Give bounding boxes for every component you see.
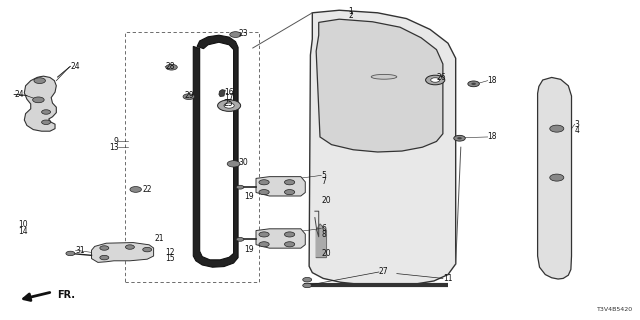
Text: 24: 24 [14,90,24,99]
Text: 5: 5 [321,171,326,180]
Polygon shape [538,77,572,279]
Circle shape [468,81,479,87]
Circle shape [426,75,445,85]
Circle shape [285,232,295,237]
Circle shape [285,189,295,195]
Text: 9: 9 [113,137,118,146]
Circle shape [259,180,269,185]
Circle shape [183,94,195,100]
Circle shape [34,78,45,84]
Text: 18: 18 [488,132,497,141]
Circle shape [143,247,152,252]
Text: 18: 18 [488,76,497,85]
Circle shape [285,242,295,247]
Text: 30: 30 [238,158,248,167]
Circle shape [259,242,269,247]
Text: 25: 25 [224,100,234,108]
Text: 26: 26 [436,73,446,82]
Polygon shape [316,224,326,258]
Text: 14: 14 [18,227,28,236]
Text: T3V4B5420: T3V4B5420 [598,307,634,312]
Text: 27: 27 [379,268,388,276]
Ellipse shape [371,74,397,79]
Circle shape [454,135,465,141]
Text: 28: 28 [165,62,175,71]
Text: 19: 19 [244,192,254,201]
Text: 12: 12 [165,248,175,257]
Polygon shape [256,177,305,196]
Circle shape [550,125,564,132]
Text: 19: 19 [244,245,254,254]
Polygon shape [24,76,56,131]
Text: 21: 21 [155,234,164,243]
Polygon shape [193,35,238,267]
Text: 15: 15 [165,254,175,263]
Circle shape [236,237,244,241]
Polygon shape [309,10,456,285]
Text: 23: 23 [238,29,248,38]
Circle shape [303,277,312,282]
Circle shape [42,110,51,114]
Text: 13: 13 [109,143,118,152]
Circle shape [66,251,75,256]
Polygon shape [256,229,305,248]
Circle shape [550,174,564,181]
Text: 31: 31 [76,246,85,255]
Circle shape [230,32,241,37]
Text: 17: 17 [224,93,234,102]
Circle shape [224,103,234,108]
Text: 20: 20 [321,196,331,205]
Circle shape [100,255,109,260]
Circle shape [166,64,177,70]
Circle shape [227,161,240,167]
Text: 6: 6 [321,224,326,233]
Text: 4: 4 [575,126,580,135]
Circle shape [33,97,44,103]
Bar [125,32,259,282]
Polygon shape [92,243,154,262]
Text: 22: 22 [142,185,152,194]
Circle shape [130,187,141,192]
Text: 10: 10 [18,220,28,229]
Circle shape [303,283,312,288]
Circle shape [285,180,295,185]
Circle shape [471,83,476,85]
Text: 8: 8 [321,230,326,239]
Circle shape [259,189,269,195]
Circle shape [125,245,134,249]
Text: 29: 29 [184,92,194,100]
Circle shape [259,232,269,237]
Polygon shape [316,19,443,152]
Circle shape [218,100,241,111]
Circle shape [236,185,244,189]
Text: 2: 2 [348,11,353,20]
Polygon shape [219,90,225,97]
Circle shape [42,120,51,124]
Circle shape [431,78,440,82]
Text: 20: 20 [321,249,331,258]
Text: 1: 1 [348,7,353,16]
Circle shape [100,246,109,250]
Text: 24: 24 [70,62,80,71]
Text: 11: 11 [443,274,452,283]
Text: 7: 7 [321,177,326,186]
Text: 16: 16 [224,88,234,97]
Text: FR.: FR. [58,290,76,300]
Circle shape [457,137,462,140]
Text: 3: 3 [575,120,580,129]
